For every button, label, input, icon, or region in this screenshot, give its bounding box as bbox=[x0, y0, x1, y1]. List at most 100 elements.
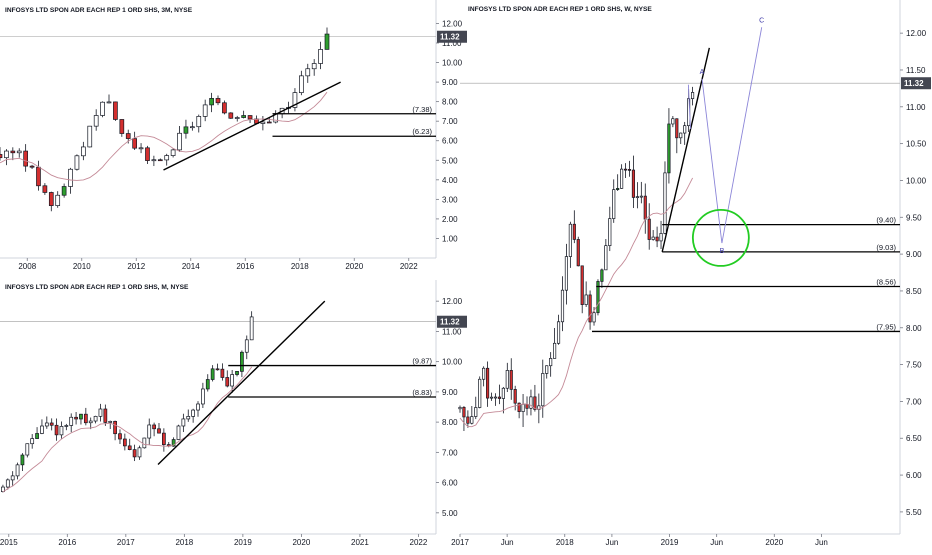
candle-body bbox=[545, 365, 549, 374]
candle-body bbox=[69, 416, 74, 426]
x-tick-label: 2017 bbox=[117, 538, 135, 547]
y-tick-label: 10.00 bbox=[442, 358, 463, 367]
trendline bbox=[157, 300, 326, 465]
candle-body bbox=[10, 475, 15, 481]
candle-body bbox=[324, 33, 330, 50]
candle-body bbox=[655, 236, 659, 242]
candle-body bbox=[556, 321, 561, 344]
x-tick-label: 2022 bbox=[410, 538, 428, 547]
candle-body bbox=[35, 433, 39, 439]
candle-body bbox=[663, 172, 667, 234]
candle-body bbox=[580, 265, 584, 305]
candle-body bbox=[489, 396, 494, 399]
candle-body bbox=[647, 218, 651, 240]
candle-body bbox=[0, 154, 3, 159]
candle-body bbox=[81, 146, 86, 157]
candle-body bbox=[176, 425, 181, 440]
candle-body bbox=[299, 75, 304, 93]
x-tick-label: 2018 bbox=[175, 538, 193, 547]
candle-body bbox=[659, 233, 663, 242]
y-tick-label: 12.00 bbox=[442, 297, 463, 306]
x-tick-label: 2022 bbox=[400, 262, 418, 271]
candle-body bbox=[462, 406, 466, 418]
candle-body bbox=[164, 155, 170, 161]
candle-body bbox=[651, 236, 655, 240]
candle-body bbox=[106, 101, 112, 104]
candle-body bbox=[210, 368, 215, 380]
y-tick-label: 10.50 bbox=[906, 140, 927, 149]
candle-body bbox=[220, 368, 225, 378]
candle-body bbox=[54, 424, 59, 436]
y-tick-label: 8.50 bbox=[906, 287, 922, 296]
candle-body bbox=[541, 373, 545, 407]
candle-body bbox=[202, 104, 208, 117]
candle-body bbox=[171, 439, 176, 447]
trendline bbox=[661, 47, 711, 253]
candle-body bbox=[15, 464, 20, 477]
candle-body bbox=[29, 165, 35, 168]
support-level-label: (9.87) bbox=[412, 357, 432, 366]
candle-body bbox=[125, 133, 131, 139]
candle-body bbox=[196, 116, 202, 128]
pattern-point-a: A bbox=[700, 69, 705, 76]
candle-body bbox=[478, 378, 482, 408]
last-price-tag bbox=[437, 315, 467, 328]
y-tick-label: 12.00 bbox=[442, 19, 463, 28]
y-tick-label: 11.00 bbox=[906, 103, 926, 112]
x-tick-label: 2018 bbox=[556, 538, 574, 547]
candle-body bbox=[667, 123, 671, 174]
candle-body bbox=[177, 132, 182, 151]
candle-body bbox=[497, 396, 501, 399]
candle-body bbox=[592, 312, 596, 323]
candle-body bbox=[215, 368, 220, 371]
candle-body bbox=[103, 408, 108, 423]
y-tick-label: 5.00 bbox=[442, 156, 458, 165]
y-tick-label: 3.00 bbox=[442, 195, 458, 204]
y-tick-label: 5.50 bbox=[906, 508, 922, 517]
candle-body bbox=[87, 125, 93, 148]
candle-body bbox=[486, 367, 490, 399]
y-tick-label: 10.00 bbox=[442, 59, 463, 68]
candle-body bbox=[596, 281, 600, 314]
candle-body bbox=[635, 196, 639, 199]
candle-body bbox=[466, 416, 470, 424]
y-tick-label: 6.00 bbox=[442, 479, 458, 488]
candle-body bbox=[201, 388, 205, 405]
candle-body bbox=[225, 377, 230, 387]
last-price-tag bbox=[437, 30, 467, 43]
x-tick-label: 2010 bbox=[73, 262, 91, 271]
candle-body bbox=[266, 121, 272, 124]
y-tick-label: 7.00 bbox=[442, 448, 458, 457]
candle-body bbox=[183, 126, 189, 134]
candle-body bbox=[620, 168, 624, 189]
candle-body bbox=[679, 132, 683, 139]
candle-body bbox=[600, 269, 604, 282]
candle-body bbox=[25, 443, 30, 456]
moving-average-line bbox=[2, 366, 253, 493]
last-price-label: 11.32 bbox=[440, 318, 460, 327]
candle-body bbox=[122, 438, 127, 447]
candle-body bbox=[241, 115, 246, 118]
pattern-point-c: C bbox=[759, 17, 764, 24]
y-tick-label: 12.00 bbox=[906, 29, 927, 38]
candle-body bbox=[132, 449, 137, 458]
candle-body bbox=[493, 396, 498, 399]
y-tick-label: 1.00 bbox=[442, 234, 458, 243]
pattern-leg-ab bbox=[701, 78, 723, 244]
pattern-leg bbox=[687, 84, 691, 129]
x-tick-label: 2020 bbox=[292, 538, 310, 547]
candle-body bbox=[482, 367, 486, 380]
x-tick-label: Jun bbox=[710, 538, 723, 547]
candle-body bbox=[108, 420, 113, 423]
candle-body bbox=[553, 342, 557, 359]
candle-body bbox=[311, 63, 317, 70]
candle-body bbox=[181, 418, 186, 427]
candle-body bbox=[517, 402, 521, 412]
candle-body bbox=[93, 115, 99, 127]
moving-average-line bbox=[459, 177, 694, 428]
candle-body bbox=[36, 166, 41, 187]
candle-body bbox=[222, 102, 227, 114]
candle-body bbox=[196, 403, 200, 411]
candle-body bbox=[64, 425, 69, 427]
